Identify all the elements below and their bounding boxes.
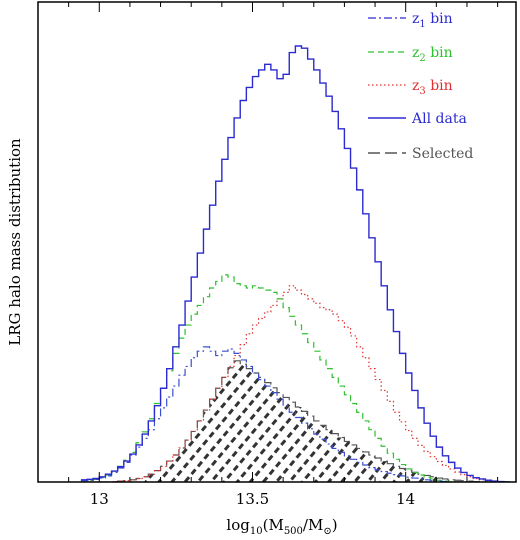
legend: z1 bin z2 bin z3 bin All data Selected (368, 11, 473, 162)
x-axis: 13 13.5 14 (37, 2, 499, 508)
x-tick-label: 13 (90, 490, 109, 508)
legend-label-z3: z3 bin (412, 78, 453, 97)
plot-frame (37, 1, 517, 483)
legend-label-z1: z1 bin (412, 11, 453, 30)
series-selected-line (80, 360, 510, 482)
series-all-data-line (80, 45, 510, 482)
series-z2-bin-line (80, 274, 510, 482)
legend-label-all-data: All data (411, 111, 467, 127)
x-tick-label: 14 (396, 490, 415, 508)
plot-area (80, 45, 510, 482)
x-tick-label: 13.5 (236, 490, 269, 508)
y-axis-title: LRG halo mass distribution (6, 138, 24, 346)
x-axis-title: log10(M500/M⊙) (226, 516, 337, 537)
legend-label-z2: z2 bin (412, 45, 453, 64)
series-selected-hatch (80, 360, 510, 482)
legend-label-selected: Selected (412, 146, 473, 162)
